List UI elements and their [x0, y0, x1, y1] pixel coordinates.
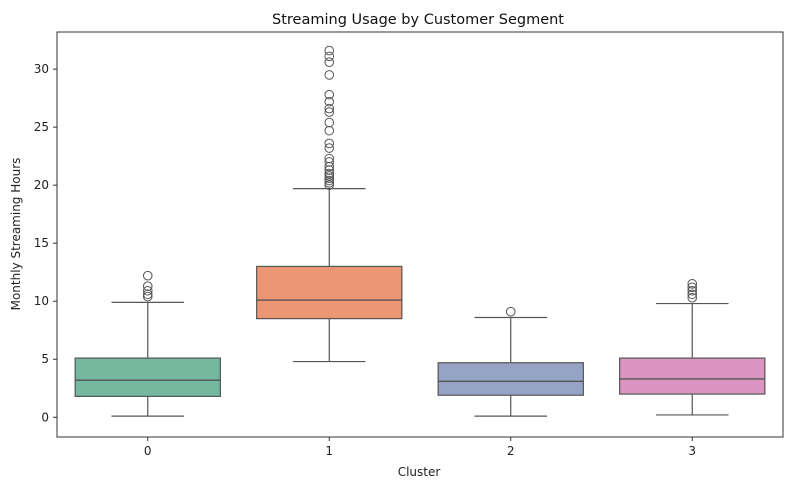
outlier-point	[324, 171, 335, 181]
outlier-point	[324, 103, 335, 114]
outlier-point	[324, 180, 335, 190]
x-axis-label: Cluster	[398, 465, 441, 479]
chart-title: Streaming Usage by Customer Segment	[272, 12, 564, 28]
outlier-point	[687, 279, 698, 289]
x-tick-label: 0	[144, 444, 152, 458]
outlier-point	[687, 282, 698, 293]
y-tick-label: 15	[34, 236, 49, 250]
outlier-point	[142, 281, 153, 291]
outlier-point	[324, 96, 335, 107]
y-tick-label: 25	[34, 120, 49, 134]
y-tick-label: 20	[34, 178, 49, 192]
iqr-box	[437, 362, 584, 396]
outlier-point	[324, 138, 335, 149]
outlier-point	[324, 157, 335, 167]
iqr-box	[256, 265, 403, 320]
x-axis: 0 1 2 3	[144, 437, 696, 458]
outlier-point	[687, 289, 698, 300]
outlier-point	[142, 285, 153, 296]
x-tick-label: 3	[688, 444, 696, 458]
outlier-point	[324, 45, 335, 56]
outlier-point	[324, 51, 335, 62]
iqr-box	[619, 357, 766, 395]
outlier-point	[324, 70, 335, 80]
outlier-point	[324, 143, 335, 153]
box-group-2	[437, 306, 584, 417]
y-tick-label: 10	[34, 294, 49, 308]
outlier-point	[324, 153, 335, 164]
x-tick-label: 1	[325, 444, 333, 458]
outlier-point	[324, 125, 335, 136]
outlier-point	[324, 178, 335, 188]
y-axis: 0 5 10 15 20 25 30	[34, 62, 57, 424]
outlier-point	[324, 175, 335, 186]
y-tick-label: 5	[41, 352, 49, 366]
plot-frame	[56, 31, 784, 438]
plot-area	[74, 45, 766, 417]
box-group-0	[74, 270, 221, 417]
y-tick-label: 0	[41, 410, 49, 424]
y-tick-label: 30	[34, 62, 49, 76]
box-group-1	[256, 45, 403, 363]
outlier-point	[142, 291, 153, 302]
outlier-point	[142, 270, 153, 281]
outlier-point	[687, 285, 698, 296]
outlier-point	[324, 57, 335, 67]
outlier-point	[324, 107, 335, 117]
outlier-point	[687, 292, 698, 303]
outlier-point	[505, 306, 516, 317]
box-group-3	[619, 279, 766, 416]
outlier-point	[324, 117, 335, 128]
y-axis-label: Monthly Streaming Hours	[9, 158, 23, 311]
outlier-point	[324, 168, 335, 179]
outlier-point	[324, 89, 335, 100]
iqr-box	[74, 357, 221, 397]
x-tick-label: 2	[507, 444, 515, 458]
